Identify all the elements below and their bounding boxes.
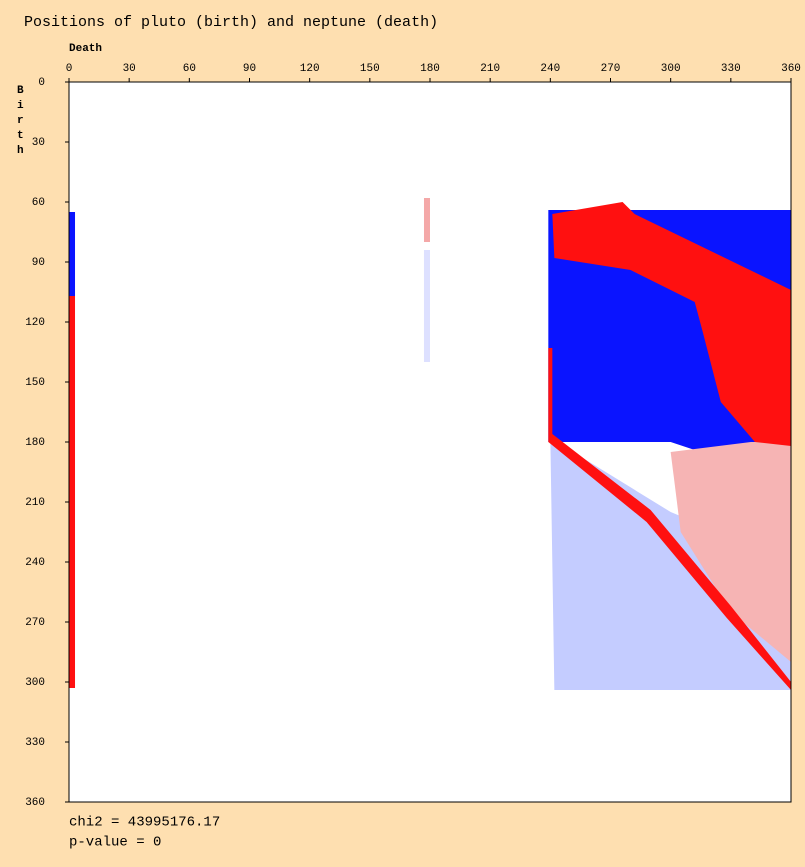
annotation: chi2 = 43995176.17 [69, 815, 220, 831]
x-tick-label: 360 [781, 63, 801, 75]
y-tick-label: 30 [32, 137, 45, 149]
region [423, 250, 430, 362]
x-tick-label: 30 [123, 63, 136, 75]
region [548, 348, 791, 690]
y-tick-label: 330 [25, 737, 45, 749]
x-tick-label: 270 [601, 63, 621, 75]
y-tick-label: 360 [25, 797, 45, 809]
x-tick-label: 240 [540, 63, 560, 75]
region [69, 296, 76, 688]
region [423, 198, 430, 242]
x-tick-label: 150 [360, 63, 380, 75]
x-tick-label: 180 [420, 63, 440, 75]
y-tick-label: 270 [25, 617, 45, 629]
region [552, 202, 791, 446]
x-tick-label: 120 [300, 63, 320, 75]
y-tick-label: 210 [25, 497, 45, 509]
region [670, 442, 791, 662]
x-tick-label: 330 [721, 63, 741, 75]
x-tick-label: 60 [183, 63, 196, 75]
x-tick-label: 90 [243, 63, 256, 75]
x-tick-label: 0 [66, 63, 73, 75]
region [550, 438, 791, 690]
y-tick-label: 300 [25, 677, 45, 689]
plot-frame [68, 81, 792, 803]
x-tick-label: 300 [661, 63, 681, 75]
y-tick-label: 0 [38, 77, 45, 89]
y-tick-label: 180 [25, 437, 45, 449]
chart-title: Positions of pluto (birth) and neptune (… [24, 14, 438, 31]
y-tick-label: 90 [32, 257, 45, 269]
x-tick-label: 210 [480, 63, 500, 75]
annotation: p-value = 0 [69, 835, 161, 851]
y-tick-label: 60 [32, 197, 45, 209]
y-tick-label: 120 [25, 317, 45, 329]
region [69, 212, 76, 296]
y-tick-label: 150 [25, 377, 45, 389]
x-axis-label: Death [69, 43, 102, 55]
y-tick-label: 240 [25, 557, 45, 569]
